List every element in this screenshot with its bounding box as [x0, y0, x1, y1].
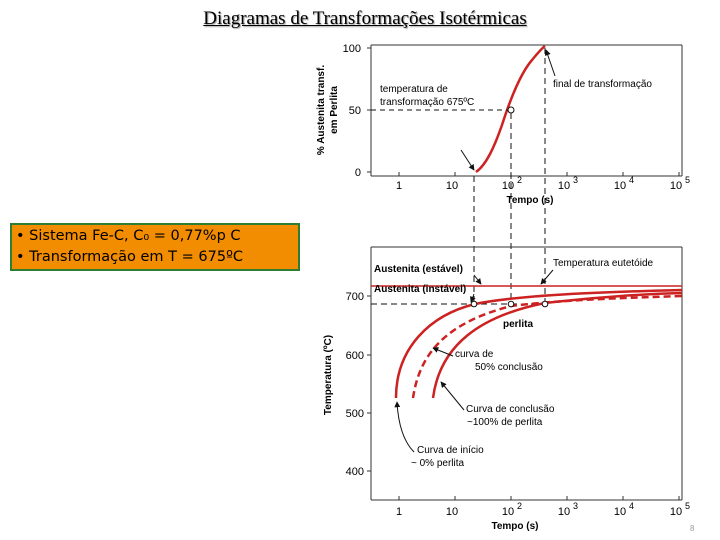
top-x-axis-label: Tempo (s) — [506, 195, 553, 206]
point-50 — [507, 300, 515, 308]
top-y-axis-label-line1: % Austenita transf. — [316, 65, 327, 155]
annotation-eutectoid: Temperatura eutetóide — [553, 258, 654, 269]
top-xtick-exponent: 5 — [685, 175, 690, 185]
annotation-austenite-unstable: Austenita (instável) — [374, 284, 466, 295]
bottom-plot: 400 500 600 700 1 10 10 2 10 3 10 4 10 5… — [323, 246, 695, 533]
bottom-xtick-label: 1 — [396, 506, 402, 518]
annotation-temperature-line1: temperatura de — [380, 84, 448, 95]
point-end — [541, 300, 549, 308]
top-xtick-exponent: 2 — [517, 175, 522, 185]
slide-title: Diagramas de Transformações Isotérmicas — [203, 8, 527, 29]
annotation-perlite: perlita — [503, 319, 533, 330]
link-guides — [473, 48, 546, 302]
top-ytick-label: 100 — [343, 43, 361, 55]
top-plot: 0 50 100 1 10 10 2 10 3 10 4 10 5 Tempo … — [316, 43, 690, 206]
arrow-final — [544, 49, 556, 77]
top-y-axis-label-line2: em Perlita — [329, 86, 340, 134]
top-xtick-label: 10 — [446, 180, 458, 192]
bottom-xtick-label: 10 — [502, 506, 514, 518]
info-line-temperature: • Transformação em T = 675ºC — [16, 249, 244, 265]
bottom-ytick-label: 700 — [346, 291, 364, 303]
annotation-100-line2: ~100% de perlita — [467, 417, 543, 428]
top-xtick-label: 10 — [502, 180, 514, 192]
top-ytick-label: 50 — [349, 105, 361, 117]
arrow-austenite-unstable — [470, 293, 476, 303]
annotation-final: final de transformação — [553, 79, 652, 90]
bottom-ytick-label: 400 — [346, 466, 364, 478]
top-ytick-label: 0 — [355, 167, 361, 179]
bottom-x-axis-label: Tempo (s) — [491, 521, 538, 532]
bottom-xtick-exponent: 4 — [629, 501, 634, 511]
arrow-start-curve — [394, 401, 415, 453]
bottom-xtick-label: 10 — [558, 506, 570, 518]
top-xtick-label: 10 — [558, 180, 570, 192]
top-xtick-label: 1 — [396, 180, 402, 192]
transformation-curve — [475, 45, 546, 174]
arrow-start — [460, 149, 475, 171]
annotation-start-line2: ~ 0% perlita — [411, 458, 465, 469]
annotation-austenite-stable: Austenita (estável) — [374, 264, 463, 275]
arrow-50 — [432, 347, 454, 357]
top-xtick-exponent: 4 — [629, 175, 634, 185]
arrow-austenite-stable — [473, 274, 482, 285]
annotation-temperature-line2: transformação 675ºC — [380, 97, 474, 108]
annotation-50-line2: 50% conclusão — [475, 362, 543, 373]
arrow-100 — [440, 381, 465, 411]
annotation-start-line1: Curva de início — [417, 445, 484, 456]
top-xtick-label: 10 — [614, 180, 626, 192]
point-start — [470, 300, 478, 308]
bottom-ytick-label: 600 — [346, 350, 364, 362]
annotation-100-line1: Curva de conclusão — [466, 404, 555, 415]
info-box: • Sistema Fe-C, C₀ = 0,77%p C • Transfor… — [10, 223, 300, 271]
bottom-ytick-label: 500 — [346, 408, 364, 420]
bottom-xtick-exponent: 3 — [573, 501, 578, 511]
top-xtick-exponent: 3 — [573, 175, 578, 185]
bottom-xtick-exponent: 5 — [685, 501, 690, 511]
info-line-system: • Sistema Fe-C, C₀ = 0,77%p C — [16, 228, 241, 244]
curve-end — [431, 291, 683, 399]
curve-start — [394, 288, 683, 399]
slide-number: 8 — [690, 524, 695, 533]
arrow-eutectoid — [540, 269, 554, 285]
bottom-xtick-label: 10 — [446, 506, 458, 518]
top-xtick-label: 10 — [670, 180, 682, 192]
point-50-percent — [507, 106, 515, 114]
annotation-50-line1: curva de — [455, 349, 494, 360]
bottom-xtick-label: 10 — [670, 506, 682, 518]
bottom-y-axis-label: Temperatura (ºC) — [323, 335, 334, 415]
bottom-xtick-label: 10 — [614, 506, 626, 518]
bottom-xtick-exponent: 2 — [517, 501, 522, 511]
